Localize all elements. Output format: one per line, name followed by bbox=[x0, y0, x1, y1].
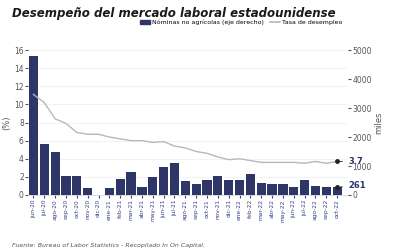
Legend: Nóminas no agrícolas (eje derecho), Tasa de desempleo: Nóminas no agrícolas (eje derecho), Tasa… bbox=[138, 17, 345, 28]
Bar bbox=[137, 187, 146, 195]
Bar bbox=[159, 167, 168, 195]
Bar bbox=[192, 184, 201, 195]
Y-axis label: (%): (%) bbox=[2, 115, 12, 130]
Y-axis label: miles: miles bbox=[374, 111, 384, 134]
Bar bbox=[148, 177, 157, 195]
Bar bbox=[83, 188, 92, 195]
Text: Fuente: Bureau of Labor Statistics - Recopilado In On Capital.: Fuente: Bureau of Labor Statistics - Rec… bbox=[12, 242, 205, 248]
Bar bbox=[235, 180, 244, 195]
Bar bbox=[40, 144, 49, 195]
Bar bbox=[289, 186, 298, 195]
Bar bbox=[170, 163, 179, 195]
Bar bbox=[322, 187, 331, 195]
Bar bbox=[29, 56, 38, 195]
Bar bbox=[311, 186, 320, 195]
Bar bbox=[268, 184, 277, 195]
Bar bbox=[116, 180, 125, 195]
Bar bbox=[278, 184, 288, 195]
Bar bbox=[61, 176, 70, 195]
Bar bbox=[300, 180, 309, 195]
Bar bbox=[202, 180, 212, 195]
Bar bbox=[213, 176, 222, 195]
Bar bbox=[126, 172, 136, 195]
Bar bbox=[257, 184, 266, 195]
Bar bbox=[105, 188, 114, 195]
Text: 261: 261 bbox=[340, 181, 366, 190]
Text: 3.7: 3.7 bbox=[340, 157, 363, 166]
Bar bbox=[224, 180, 233, 195]
Bar bbox=[50, 152, 60, 195]
Bar bbox=[246, 174, 255, 195]
Bar bbox=[332, 188, 342, 195]
Bar bbox=[72, 176, 82, 195]
Bar bbox=[181, 181, 190, 195]
Text: Desempeño del mercado laboral estadounidense: Desempeño del mercado laboral estadounid… bbox=[12, 8, 336, 20]
